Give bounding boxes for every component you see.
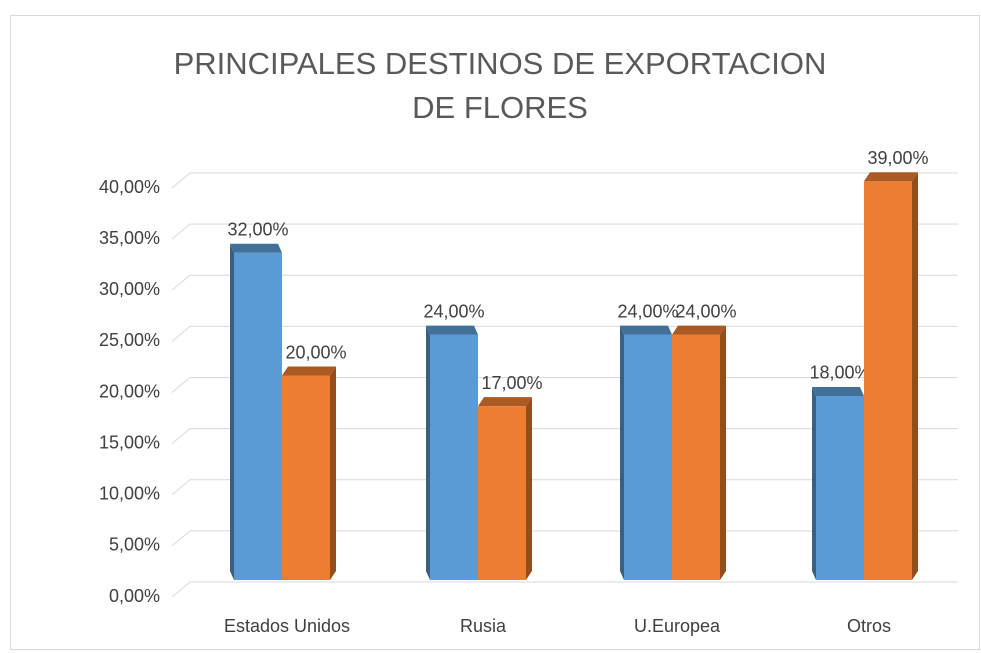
y-tick-label: 30,00% (99, 279, 160, 299)
x-tick-label: Estados Unidos (224, 616, 350, 636)
chart-title: PRINCIPALES DESTINOS DE EXPORTACION DE F… (173, 46, 827, 125)
bar-side (620, 325, 624, 580)
value-label: 17,00% (481, 373, 542, 393)
bar-top (812, 386, 864, 396)
bar (478, 397, 532, 580)
bar (812, 386, 864, 580)
x-tick-label: Otros (847, 616, 891, 636)
bar-top (620, 325, 672, 335)
bar-front (430, 334, 478, 580)
bar-front (234, 252, 282, 581)
value-label: 39,00% (867, 148, 928, 168)
bar-front (282, 375, 330, 580)
value-label: 24,00% (617, 301, 678, 321)
bar-side (230, 243, 234, 581)
bar-side (526, 397, 532, 580)
bar-top (230, 243, 282, 253)
bar-front (624, 334, 672, 580)
bar-front (816, 395, 864, 580)
x-tick-label: U.Europea (634, 616, 721, 636)
y-tick-label: 35,00% (99, 228, 160, 248)
bar (426, 325, 478, 580)
grid-line (171, 223, 958, 240)
grid-line (171, 581, 958, 598)
grid-line (171, 172, 958, 189)
y-tick-label: 0,00% (109, 586, 160, 606)
bar-top (282, 366, 336, 376)
bar-top (672, 325, 726, 335)
value-label: 32,00% (227, 220, 288, 240)
bar-top (478, 397, 532, 407)
bar-front (864, 181, 912, 580)
value-label: 20,00% (285, 342, 346, 362)
y-tick-label: 5,00% (109, 535, 160, 555)
bar-top (426, 325, 478, 335)
bar-side (720, 325, 726, 580)
grid-line (171, 274, 958, 291)
y-tick-label: 15,00% (99, 432, 160, 452)
value-label: 24,00% (675, 301, 736, 321)
value-label: 18,00% (809, 363, 870, 383)
y-tick-label: 40,00% (99, 177, 160, 197)
bar (864, 172, 918, 580)
y-tick-label: 10,00% (99, 484, 160, 504)
bar (282, 366, 336, 580)
bar-side (912, 172, 918, 580)
value-label: 24,00% (423, 301, 484, 321)
bar-front (672, 334, 720, 580)
bar-side (812, 386, 816, 580)
bar-side (426, 325, 430, 580)
bar-top (864, 172, 918, 182)
x-tick-label: Rusia (460, 616, 507, 636)
y-tick-label: 25,00% (99, 330, 160, 350)
bar-front (478, 406, 526, 580)
y-tick-label: 20,00% (99, 381, 160, 401)
bar (672, 325, 726, 580)
bar (230, 243, 282, 581)
bar-side (330, 366, 336, 580)
bar (620, 325, 672, 580)
